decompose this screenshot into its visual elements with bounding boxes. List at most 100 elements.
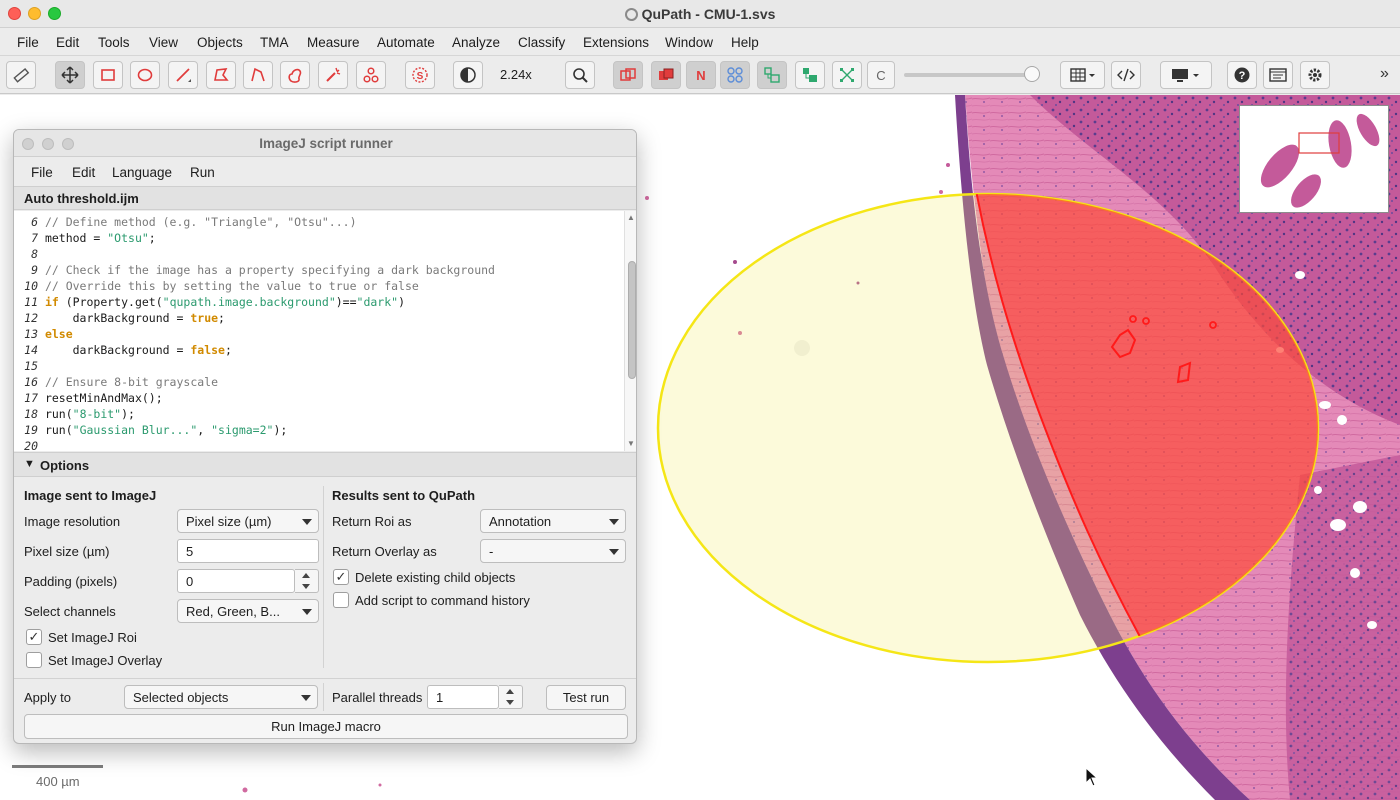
options-header[interactable]: ▼ Options xyxy=(14,452,636,477)
show-names-icon[interactable]: N xyxy=(686,61,716,89)
menu-extensions[interactable]: Extensions xyxy=(583,35,650,50)
dialog-menu-language[interactable]: Language xyxy=(112,165,173,180)
stardist-icon[interactable]: S xyxy=(405,61,435,89)
opacity-slider-track[interactable] xyxy=(904,73,1034,77)
image-resolution-combo[interactable]: Pixel size (µm) xyxy=(177,509,319,533)
dialog-menu-file[interactable]: File xyxy=(31,165,53,180)
code-line[interactable]: 10 // Override this by setting the value… xyxy=(14,279,419,295)
fill-detections-icon[interactable] xyxy=(795,61,825,89)
dialog-zoom-button[interactable] xyxy=(62,138,74,150)
code-scrollbar-thumb[interactable] xyxy=(628,261,636,379)
parallel-threads-input[interactable]: 1 xyxy=(427,685,499,709)
measurement-table-icon[interactable] xyxy=(1060,61,1105,89)
run-imagej-macro-button[interactable]: Run ImageJ macro xyxy=(24,714,628,739)
menu-help[interactable]: Help xyxy=(731,35,759,50)
display-icon[interactable] xyxy=(1160,61,1212,89)
dialog-menu-run[interactable]: Run xyxy=(190,165,215,180)
chevron-down-icon xyxy=(301,695,311,701)
code-line[interactable]: 8 xyxy=(14,247,45,263)
menu-file[interactable]: File xyxy=(17,35,39,50)
code-scrollbar[interactable]: ▲ ▼ xyxy=(624,211,636,451)
menu-tma[interactable]: TMA xyxy=(260,35,289,50)
code-line[interactable]: 9 // Check if the image has a property s… xyxy=(14,263,495,279)
add-history-checkbox[interactable] xyxy=(333,592,349,608)
window-minimize-button[interactable] xyxy=(28,7,41,20)
code-line[interactable]: 18 run("8-bit"); xyxy=(14,407,135,423)
code-line[interactable]: 15 xyxy=(14,359,45,375)
menu-window[interactable]: Window xyxy=(665,35,714,50)
window-zoom-button[interactable] xyxy=(48,7,61,20)
code-editor[interactable]: 6 // Define method (e.g. "Triangle", "Ot… xyxy=(14,211,624,451)
menu-automate[interactable]: Automate xyxy=(377,35,435,50)
padding-stepper[interactable] xyxy=(295,569,319,593)
menu-analyze[interactable]: Analyze xyxy=(452,35,501,50)
test-run-button[interactable]: Test run xyxy=(546,685,626,710)
polyline-icon[interactable] xyxy=(243,61,273,89)
dialog-minimize-button[interactable] xyxy=(42,138,54,150)
opacity-slider-thumb[interactable] xyxy=(1024,66,1040,82)
line-icon[interactable] xyxy=(168,61,198,89)
code-line[interactable]: 6 // Define method (e.g. "Triangle", "Ot… xyxy=(14,215,356,231)
menu-classify[interactable]: Classify xyxy=(518,35,566,50)
points-icon[interactable] xyxy=(356,61,386,89)
tma-grid-icon[interactable] xyxy=(720,61,750,89)
code-line[interactable]: 11 if (Property.get("qupath.image.backgr… xyxy=(14,295,405,311)
set-imagej-roi-checkbox[interactable]: ✓ xyxy=(26,629,42,645)
dialog-menu-edit[interactable]: Edit xyxy=(72,165,96,180)
parallel-threads-stepper[interactable] xyxy=(499,685,523,709)
menu-edit[interactable]: Edit xyxy=(56,35,80,50)
code-line[interactable]: 14 darkBackground = false; xyxy=(14,343,232,359)
set-imagej-overlay-label: Set ImageJ Overlay xyxy=(48,653,163,668)
scroll-up-icon[interactable]: ▲ xyxy=(627,213,635,222)
log-icon[interactable] xyxy=(1263,61,1293,89)
line-number: 8 xyxy=(31,247,38,261)
ruler-icon[interactable] xyxy=(6,61,36,89)
set-imagej-overlay-checkbox[interactable] xyxy=(26,652,42,668)
return-overlay-combo[interactable]: - xyxy=(480,539,626,563)
overview-thumbnail[interactable] xyxy=(1239,105,1389,213)
scroll-down-icon[interactable]: ▼ xyxy=(627,439,635,448)
script-filename: Auto threshold.ijm xyxy=(24,191,139,206)
code-line[interactable]: 16 // Ensure 8-bit grayscale xyxy=(14,375,218,391)
contrast-icon[interactable] xyxy=(453,61,483,89)
menu-view[interactable]: View xyxy=(149,35,179,50)
code-line[interactable]: 7 method = "Otsu"; xyxy=(14,231,156,247)
show-annotations-icon[interactable] xyxy=(613,61,643,89)
collapse-arrow-icon[interactable]: ▼ xyxy=(24,458,35,470)
delete-children-checkbox[interactable]: ✓ xyxy=(333,569,349,585)
code-line[interactable]: 20 xyxy=(14,439,45,451)
dialog-close-button[interactable] xyxy=(22,138,34,150)
pixel-classification-icon[interactable] xyxy=(832,61,862,89)
padding-input[interactable]: 0 xyxy=(177,569,295,593)
code-line[interactable]: 12 darkBackground = true; xyxy=(14,311,225,327)
menu-objects[interactable]: Objects xyxy=(197,35,243,50)
move-icon[interactable] xyxy=(55,61,85,89)
zoom-to-fit-icon[interactable] xyxy=(565,61,595,89)
line-number: 9 xyxy=(31,263,38,277)
code-token: ); xyxy=(121,407,135,421)
brush-icon[interactable] xyxy=(280,61,310,89)
window-close-button[interactable] xyxy=(8,7,21,20)
channels-icon[interactable]: C xyxy=(867,61,895,89)
apply-to-combo[interactable]: Selected objects xyxy=(124,685,318,709)
pixel-size-input[interactable]: 5 xyxy=(177,539,319,563)
menu-measure[interactable]: Measure xyxy=(307,35,360,50)
slide-image[interactable] xyxy=(0,95,1400,800)
settings-icon[interactable] xyxy=(1300,61,1330,89)
polygon-icon[interactable] xyxy=(206,61,236,89)
ellipse-icon[interactable] xyxy=(130,61,160,89)
rectangle-icon[interactable] xyxy=(93,61,123,89)
wand-icon[interactable] xyxy=(318,61,348,89)
help-icon[interactable]: ? xyxy=(1227,61,1257,89)
return-roi-combo[interactable]: Annotation xyxy=(480,509,626,533)
code-line[interactable]: 17 resetMinAndMax(); xyxy=(14,391,163,407)
show-detections-icon[interactable] xyxy=(757,61,787,89)
fill-annotations-icon[interactable] xyxy=(651,61,681,89)
code-line[interactable]: 13 else xyxy=(14,327,73,343)
menu-tools[interactable]: Tools xyxy=(98,35,130,50)
code-line[interactable]: 19 run("Gaussian Blur...", "sigma=2"); xyxy=(14,423,287,439)
scalebar-label: 400 µm xyxy=(36,774,80,789)
overflow-icon[interactable]: » xyxy=(1380,65,1389,82)
select-channels-combo[interactable]: Red, Green, B... xyxy=(177,599,319,623)
script-editor-icon[interactable] xyxy=(1111,61,1141,89)
